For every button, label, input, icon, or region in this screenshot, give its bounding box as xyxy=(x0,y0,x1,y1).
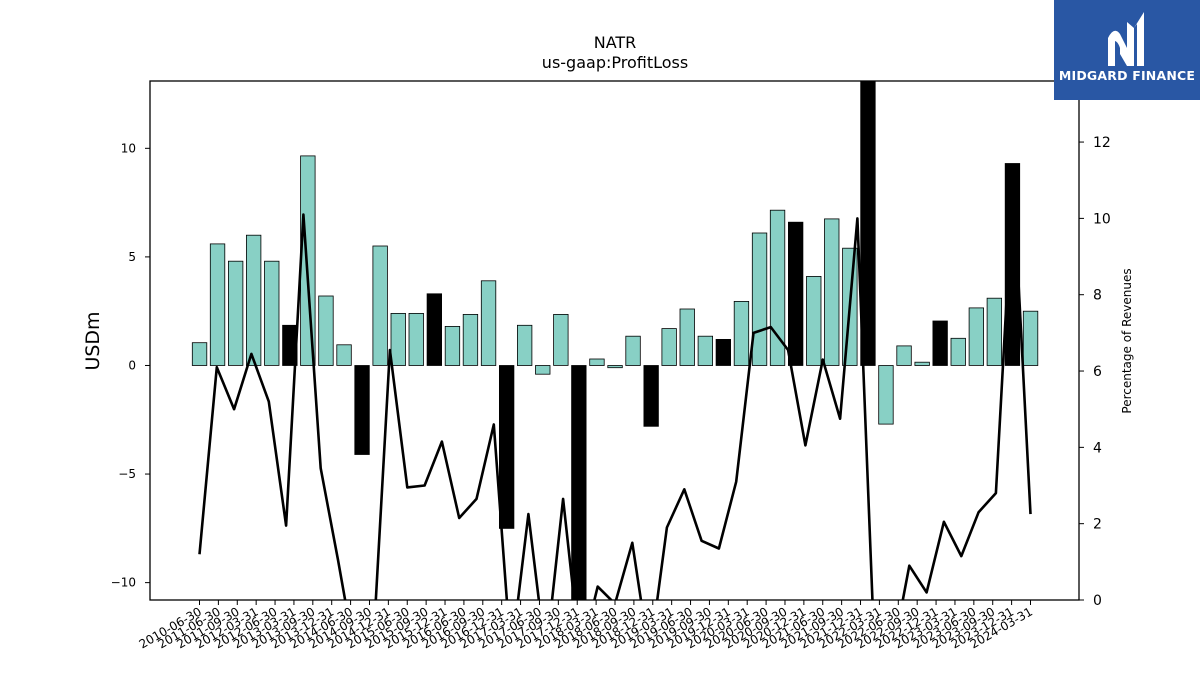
y2-axis-label: Percentage of Revenues xyxy=(1120,268,1134,413)
y2-tick-label: 12 xyxy=(1093,135,1111,151)
bar xyxy=(517,324,533,366)
bar xyxy=(553,313,569,366)
bar xyxy=(480,280,497,366)
bar xyxy=(264,260,280,366)
bar xyxy=(679,308,695,366)
bar xyxy=(209,243,226,366)
bar xyxy=(245,234,262,366)
brand-name: MIDGARD FINANCE xyxy=(1058,68,1196,83)
bar xyxy=(589,358,605,366)
bar xyxy=(462,313,479,366)
bar xyxy=(318,295,334,366)
bar xyxy=(227,260,244,366)
bar xyxy=(751,232,768,366)
y2-tick-label: 2 xyxy=(1093,517,1102,533)
bar xyxy=(498,365,515,529)
bar xyxy=(896,345,912,366)
bar xyxy=(426,293,443,366)
bar xyxy=(697,335,713,366)
bar xyxy=(336,344,352,366)
bar xyxy=(788,221,804,366)
y2-tick-label: 8 xyxy=(1093,288,1102,304)
y-tick-label: −5 xyxy=(118,467,136,481)
bar xyxy=(769,209,786,366)
chart-subtitle: us-gaap:ProfitLoss xyxy=(542,53,688,72)
bar xyxy=(950,337,966,366)
bar xyxy=(535,365,551,375)
bar xyxy=(661,328,677,366)
bar xyxy=(860,81,876,366)
y-tick-label: 10 xyxy=(121,141,136,155)
bar xyxy=(408,312,424,366)
bar xyxy=(390,312,406,366)
y-tick-label: 0 xyxy=(128,358,136,372)
bar xyxy=(733,300,750,366)
bar xyxy=(1022,310,1039,366)
y-tick-label: 5 xyxy=(128,250,136,264)
brand-logo: MIDGARD FINANCE xyxy=(1054,0,1200,100)
bar xyxy=(354,365,370,455)
y2-tick-label: 0 xyxy=(1093,593,1102,609)
bar xyxy=(300,155,316,366)
midgard-m-logo-icon xyxy=(1108,12,1144,66)
y2-tick-label: 4 xyxy=(1093,440,1102,456)
percentage-of-revenues-line xyxy=(198,178,1032,600)
y2-tick-label: 10 xyxy=(1093,211,1111,227)
y2-tick-label: 6 xyxy=(1093,364,1102,380)
bar xyxy=(607,365,623,369)
bar xyxy=(715,338,731,366)
bar xyxy=(372,245,388,366)
bar xyxy=(191,342,208,366)
bar xyxy=(625,335,641,366)
bar xyxy=(824,218,840,366)
y-tick-label: −10 xyxy=(111,576,136,590)
bar xyxy=(968,307,984,366)
chart-title: NATR xyxy=(594,33,637,52)
bar xyxy=(571,365,587,600)
bar xyxy=(878,365,894,425)
bar xyxy=(986,297,1002,366)
bar xyxy=(444,325,461,366)
bar xyxy=(643,365,659,427)
bar xyxy=(806,275,822,366)
bar xyxy=(932,320,948,366)
y-axis-label: USDm xyxy=(82,311,104,370)
bar xyxy=(914,361,930,366)
